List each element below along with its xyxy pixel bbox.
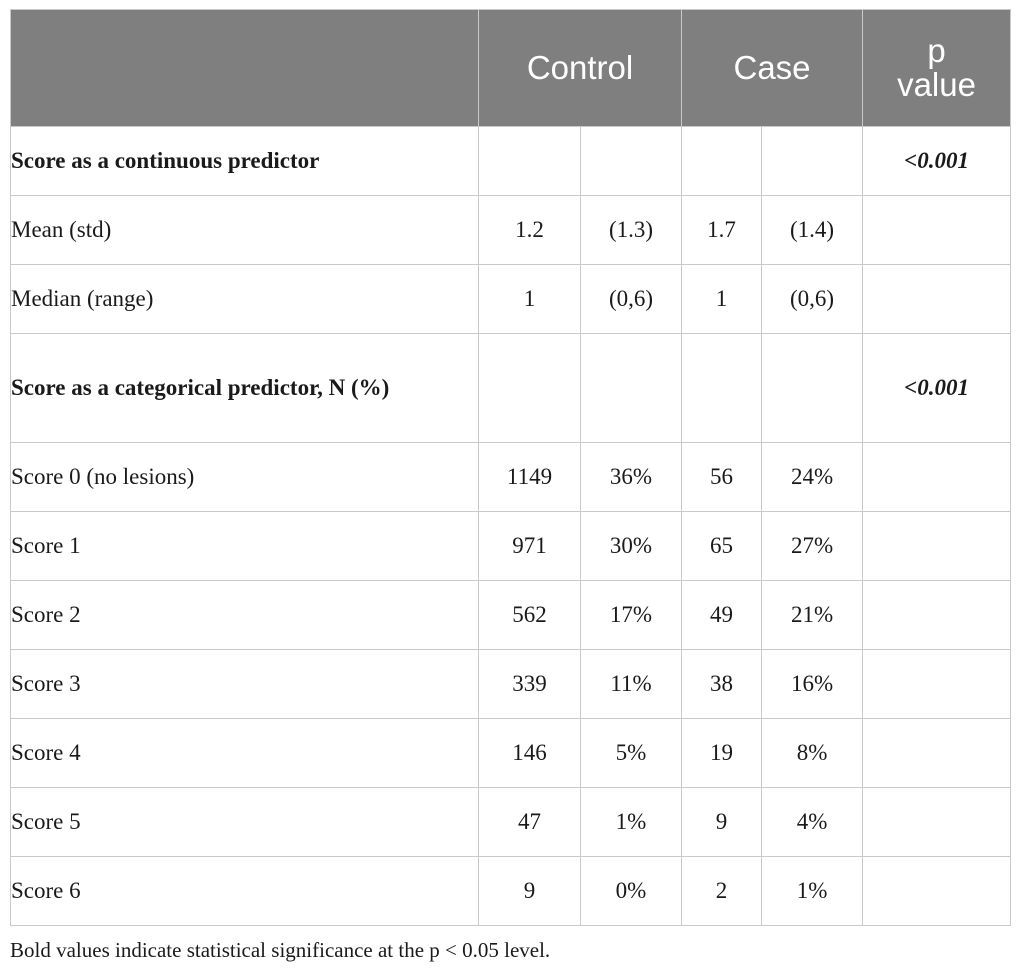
case-n: 38 <box>681 649 763 719</box>
control-n: 562 <box>478 580 581 650</box>
results-table-container: Control Case p value Score as a continuo… <box>10 9 1012 926</box>
empty-cell <box>478 333 581 443</box>
case-n: 1 <box>681 264 763 334</box>
control-pct: 17% <box>579 580 683 650</box>
control-n: 1149 <box>478 442 581 512</box>
control-pct: (1.3) <box>579 195 683 265</box>
empty-cell <box>862 442 1012 512</box>
control-n: 971 <box>478 511 581 581</box>
control-n: 146 <box>478 718 581 788</box>
case-n: 19 <box>681 718 763 788</box>
row-label: Score 0 (no lesions) <box>10 442 479 512</box>
control-n: 47 <box>478 787 581 857</box>
case-pct: 1% <box>761 856 864 926</box>
control-n: 339 <box>478 649 581 719</box>
control-pct: (0,6) <box>579 264 683 334</box>
case-pct: 16% <box>761 649 864 719</box>
control-pct: 11% <box>579 649 683 719</box>
results-table: Control Case p value Score as a continuo… <box>10 9 1012 926</box>
case-n: 2 <box>681 856 763 926</box>
control-pct: 1% <box>579 787 683 857</box>
case-pct: (1.4) <box>761 195 864 265</box>
case-n: 1.7 <box>681 195 763 265</box>
empty-cell <box>862 787 1012 857</box>
control-pct: 30% <box>579 511 683 581</box>
header-case: Case <box>681 9 864 127</box>
table-row: Score 2 562 17% 49 21% <box>10 580 1012 650</box>
case-n: 49 <box>681 580 763 650</box>
section-p-value: <0.001 <box>862 126 1012 196</box>
case-pct: 24% <box>761 442 864 512</box>
section-label: Score as a continuous predictor <box>10 126 479 196</box>
control-pct: 5% <box>579 718 683 788</box>
row-label: Score 2 <box>10 580 479 650</box>
header-p-value-line1: p <box>927 32 946 69</box>
case-pct: 21% <box>761 580 864 650</box>
table-row: Median (range) 1 (0,6) 1 (0,6) <box>10 264 1012 334</box>
control-pct: 36% <box>579 442 683 512</box>
empty-cell <box>761 126 864 196</box>
row-label: Median (range) <box>10 264 479 334</box>
row-label: Score 5 <box>10 787 479 857</box>
table-header-row: Control Case p value <box>10 9 1012 127</box>
table-row: Score 5 47 1% 9 4% <box>10 787 1012 857</box>
row-label: Mean (std) <box>10 195 479 265</box>
control-n: 1.2 <box>478 195 581 265</box>
empty-cell <box>862 649 1012 719</box>
row-label: Score 4 <box>10 718 479 788</box>
case-pct: 4% <box>761 787 864 857</box>
header-p-value-line2: value <box>897 66 976 103</box>
row-label: Score 3 <box>10 649 479 719</box>
table-row: Score 6 9 0% 2 1% <box>10 856 1012 926</box>
empty-cell <box>761 333 864 443</box>
case-n: 9 <box>681 787 763 857</box>
case-pct: 8% <box>761 718 864 788</box>
empty-cell <box>478 126 581 196</box>
section-header-row: Score as a categorical predictor, N (%) … <box>10 333 1012 443</box>
table-row: Mean (std) 1.2 (1.3) 1.7 (1.4) <box>10 195 1012 265</box>
empty-cell <box>862 580 1012 650</box>
empty-cell <box>862 264 1012 334</box>
table-row: Score 4 146 5% 19 8% <box>10 718 1012 788</box>
empty-cell <box>862 856 1012 926</box>
header-control: Control <box>477 9 683 127</box>
table-row: Score 0 (no lesions) 1149 36% 56 24% <box>10 442 1012 512</box>
table-footnote: Bold values indicate statistical signifi… <box>10 938 551 962</box>
section-p-value: <0.001 <box>862 333 1012 443</box>
case-n: 56 <box>681 442 763 512</box>
case-pct: (0,6) <box>761 264 864 334</box>
case-n: 65 <box>681 511 763 581</box>
control-pct: 0% <box>579 856 683 926</box>
table-row: Score 3 339 11% 38 16% <box>10 649 1012 719</box>
empty-cell <box>862 195 1012 265</box>
section-label: Score as a categorical predictor, N (%) <box>10 333 479 443</box>
header-p-value: p value <box>862 9 1012 127</box>
case-pct: 27% <box>761 511 864 581</box>
empty-cell <box>579 126 683 196</box>
header-blank <box>10 9 479 127</box>
empty-cell <box>862 511 1012 581</box>
empty-cell <box>862 718 1012 788</box>
row-label: Score 6 <box>10 856 479 926</box>
control-n: 1 <box>478 264 581 334</box>
section-header-row: Score as a continuous predictor <0.001 <box>10 126 1012 196</box>
control-n: 9 <box>478 856 581 926</box>
empty-cell <box>681 126 763 196</box>
empty-cell <box>681 333 763 443</box>
row-label: Score 1 <box>10 511 479 581</box>
table-row: Score 1 971 30% 65 27% <box>10 511 1012 581</box>
empty-cell <box>579 333 683 443</box>
